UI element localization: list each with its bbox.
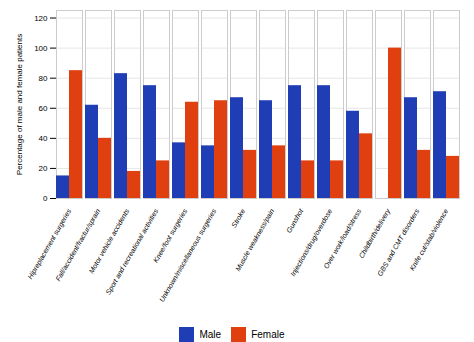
svg-text:Sport and recreational activit: Sport and recreational activities: [104, 207, 160, 296]
svg-text:Knee/foot surgeries: Knee/foot surgeries: [151, 207, 189, 264]
svg-text:Hipreplacement surgeries: Hipreplacement surgeries: [26, 207, 73, 281]
svg-text:Over work/load/stress: Over work/load/stress: [322, 207, 362, 270]
svg-text:0: 0: [43, 194, 48, 203]
svg-text:Stroke: Stroke: [230, 208, 246, 229]
svg-text:Motor vehicle accidents: Motor vehicle accidents: [87, 207, 131, 275]
html-text:Male: Male: [199, 329, 222, 340]
html-text:Female: Female: [251, 329, 285, 340]
svg-text:GBS and CMT disorders: GBS and CMT disorders: [376, 207, 421, 278]
svg-text:Knife cut/stab/violence: Knife cut/stab/violence: [408, 208, 449, 272]
svg-text:Fall/accident/fractur/sprain: Fall/accident/fractur/sprain: [54, 207, 102, 283]
svg-text:Gunshot: Gunshot: [285, 207, 305, 234]
svg-text:40: 40: [39, 134, 48, 143]
svg-text:Unknown/miscellaneous surgerie: Unknown/miscellaneous surgeries: [158, 207, 218, 303]
svg-text:80: 80: [39, 74, 48, 83]
svg-text:20: 20: [39, 164, 48, 173]
svg-text:Muscle weakness/pain: Muscle weakness/pain: [234, 208, 276, 273]
svg-text:120: 120: [34, 14, 48, 23]
svg-text:60: 60: [39, 104, 48, 113]
svg-text:Childbirth/delivery: Childbirth/delivery: [357, 207, 392, 260]
svg-text:Percentage of male and female: Percentage of male and female patients: [15, 34, 24, 175]
svg-text:Injections/drug/overdose: Injections/drug/overdose: [289, 207, 334, 278]
svg-text:100: 100: [34, 44, 48, 53]
